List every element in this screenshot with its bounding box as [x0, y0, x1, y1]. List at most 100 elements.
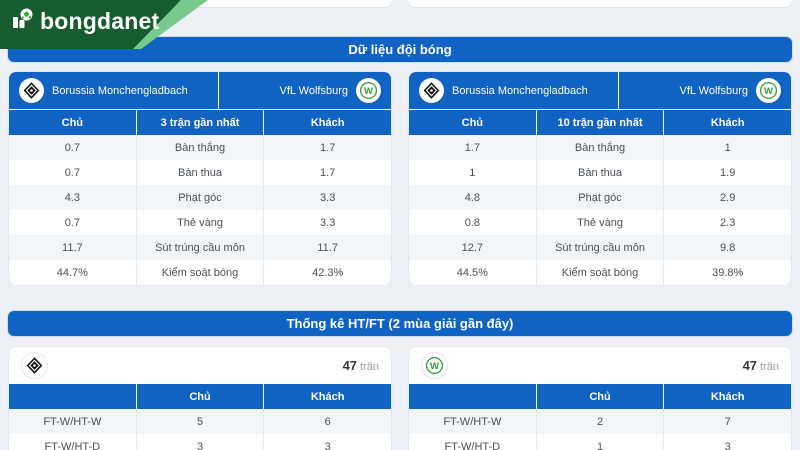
- col-header-away: Khách: [310, 390, 345, 403]
- table-row: FT-W/HT-W 5 6: [9, 409, 391, 434]
- stat-label: Bàn thua: [537, 160, 665, 185]
- brand-name: bongdanet: [40, 8, 160, 34]
- monchengladbach-crest-icon: [19, 78, 44, 103]
- col-header-away: Khách: [310, 116, 345, 129]
- svg-text:W: W: [764, 86, 773, 97]
- section-title-team-data-label: Dữ liệu đội bóng: [348, 42, 452, 57]
- previous-card-remnant-right: [408, 0, 792, 7]
- htft-team-row: W 47 trận: [409, 347, 791, 384]
- away-value: 42.3%: [312, 266, 344, 279]
- table-row: 4.3 Phạt góc 3.3: [9, 185, 391, 210]
- home-value: 0.7: [9, 135, 137, 160]
- home-value: 12.7: [409, 235, 537, 260]
- table-row: 1.7 Bàn thắng 1: [409, 135, 791, 160]
- away-team-name: VfL Wolfsburg: [279, 84, 348, 97]
- away-value: 2.3: [720, 216, 736, 229]
- stat-table-last-3: Borussia Monchengladbach VfL Wolfsburg W…: [8, 71, 392, 286]
- away-value: 1: [724, 141, 731, 154]
- stat-label: Kiểm soát bóng: [537, 260, 665, 285]
- table-row: 44.7% Kiểm soát bóng 42.3%: [9, 260, 391, 285]
- col-header-period: 10 trận gần nhất: [537, 110, 665, 135]
- col-header-home: Chủ: [537, 384, 665, 409]
- column-header-row: Chủ Khách: [9, 384, 391, 409]
- column-header-row: Chủ 10 trận gần nhất Khách: [409, 109, 791, 135]
- home-value: 0.8: [409, 210, 537, 235]
- wolfsburg-crest-icon: W: [421, 352, 448, 379]
- section-title-htft-label: Thống kê HT/FT (2 mùa giải gần đây): [286, 316, 514, 331]
- away-value: 1.7: [320, 166, 336, 179]
- away-value: 3: [324, 440, 331, 450]
- col-header-home: Chủ: [409, 110, 537, 135]
- stat-label: Kiểm soát bóng: [137, 260, 265, 285]
- home-value: 44.5%: [409, 260, 537, 285]
- team-header-row: Borussia Monchengladbach VfL Wolfsburg W: [409, 72, 791, 109]
- home-value: 5: [137, 409, 265, 434]
- home-value: 1: [409, 160, 537, 185]
- stat-label: Phạt góc: [537, 185, 665, 210]
- stat-rows: 1.7 Bàn thắng 1 1 Bàn thua 1.9 4.8 Phạt …: [409, 135, 791, 285]
- brand-banner[interactable]: bongdanet: [0, 0, 214, 49]
- table-row: 11.7 Sút trúng cầu môn 11.7: [9, 235, 391, 260]
- stat-label: Phạt góc: [137, 185, 265, 210]
- htft-rows: FT-W/HT-W 2 7 FT-W/HT-D 1 3: [409, 409, 791, 450]
- matches-count: 47 trận: [743, 358, 779, 373]
- away-value: 1.7: [320, 141, 336, 154]
- stat-table-last-10: Borussia Monchengladbach VfL Wolfsburg W…: [408, 71, 792, 286]
- htft-label: FT-W/HT-D: [409, 434, 537, 450]
- away-value: 6: [324, 415, 331, 428]
- htft-card-monchengladbach: 47 trận Chủ Khách FT-W/HT-W 5 6 FT-W/HT-D…: [8, 346, 392, 450]
- home-team-name: Borussia Monchengladbach: [452, 84, 588, 97]
- col-header-period: 3 trận gần nhất: [137, 110, 265, 135]
- htft-label: FT-W/HT-W: [409, 409, 537, 434]
- banner-shape: [0, 0, 208, 49]
- home-team-header[interactable]: Borussia Monchengladbach: [409, 72, 620, 109]
- away-value: 2.9: [720, 191, 736, 204]
- stat-label: Bàn thắng: [537, 135, 665, 160]
- home-value: 0.7: [9, 160, 137, 185]
- home-team-header[interactable]: Borussia Monchengladbach: [9, 72, 220, 109]
- stat-rows: 0.7 Bàn thắng 1.7 0.7 Bàn thua 1.7 4.3 P…: [9, 135, 391, 285]
- section-title-htft: Thống kê HT/FT (2 mùa giải gần đây): [8, 311, 792, 336]
- table-row: FT-W/HT-D 1 3: [409, 434, 791, 450]
- table-row: 44.5% Kiểm soát bóng 39.8%: [409, 260, 791, 285]
- away-value: 39.8%: [712, 266, 744, 279]
- table-row: 12.7 Sút trúng cầu môn 9.8: [409, 235, 791, 260]
- table-row: 4.8 Phạt góc 2.9: [409, 185, 791, 210]
- away-team-header[interactable]: VfL Wolfsburg W: [619, 72, 791, 109]
- table-row: 1 Bàn thua 1.9: [409, 160, 791, 185]
- table-row: FT-W/HT-D 3 3: [9, 434, 391, 450]
- away-team-header[interactable]: VfL Wolfsburg W: [219, 72, 391, 109]
- home-value: 1.7: [409, 135, 537, 160]
- away-value: 3.3: [320, 216, 336, 229]
- table-row: FT-W/HT-W 2 7: [409, 409, 791, 434]
- wolfsburg-crest-icon: W: [355, 78, 381, 103]
- home-team-name: Borussia Monchengladbach: [52, 84, 188, 97]
- wolfsburg-crest-icon: W: [755, 78, 781, 103]
- table-row: 0.7 Thẻ vàng 3.3: [9, 210, 391, 235]
- away-value: 1.9: [720, 166, 736, 179]
- col-header-home: Chủ: [137, 384, 265, 409]
- matches-count-value: 47: [342, 358, 358, 373]
- brand-icon: [10, 7, 34, 36]
- home-value: 11.7: [9, 235, 137, 260]
- table-row: 0.7 Bàn thua 1.7: [9, 160, 391, 185]
- htft-team-row: 47 trận: [9, 347, 391, 384]
- home-value: 4.3: [9, 185, 137, 210]
- htft-label: FT-W/HT-D: [9, 434, 137, 450]
- matches-count-value: 47: [742, 358, 758, 373]
- away-team-name: VfL Wolfsburg: [679, 84, 748, 97]
- stat-label: Bàn thua: [137, 160, 265, 185]
- away-value: 3: [724, 440, 731, 450]
- stat-label: Thẻ vàng: [537, 210, 665, 235]
- away-value: 7: [724, 415, 731, 428]
- column-header-row: Chủ 3 trận gần nhất Khách: [9, 109, 391, 135]
- htft-label: FT-W/HT-W: [9, 409, 137, 434]
- table-row: 0.7 Bàn thắng 1.7: [9, 135, 391, 160]
- col-header-away: Khách: [710, 390, 745, 403]
- col-header-home: Chủ: [9, 110, 137, 135]
- matches-count-label: trận: [760, 361, 779, 373]
- home-value: 2: [537, 409, 665, 434]
- away-value: 11.7: [317, 241, 338, 254]
- stat-label: Sút trúng cầu môn: [537, 235, 665, 260]
